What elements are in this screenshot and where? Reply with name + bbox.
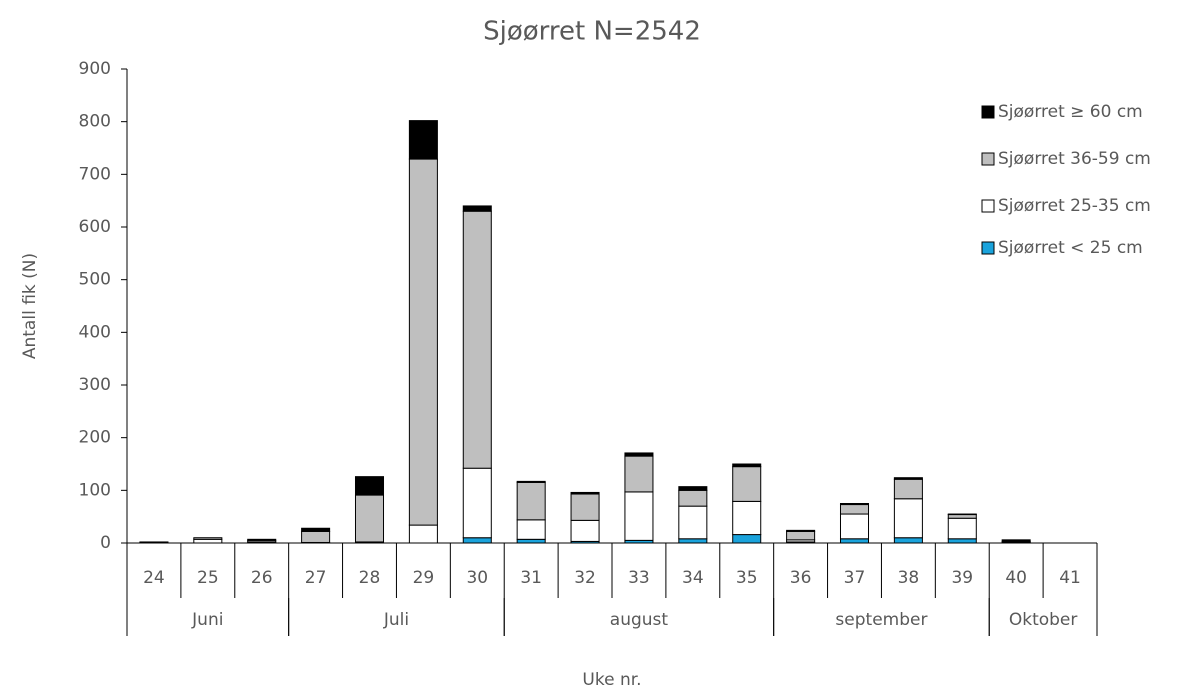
y-tick-label: 200 bbox=[79, 428, 111, 448]
x-tick-label: 27 bbox=[305, 568, 327, 588]
bar bbox=[516, 519, 546, 540]
y-tick-label: 500 bbox=[79, 270, 111, 290]
y-tick-label: 600 bbox=[79, 217, 111, 237]
x-tick-label: 28 bbox=[359, 568, 381, 588]
bar bbox=[732, 466, 762, 502]
legend-label: Sjøørret 25-35 cm bbox=[998, 196, 1151, 216]
bar bbox=[786, 529, 816, 532]
bar bbox=[462, 205, 492, 212]
bar bbox=[462, 210, 492, 469]
bar bbox=[354, 494, 385, 543]
bar bbox=[462, 467, 492, 539]
x-tick-label: 36 bbox=[790, 568, 812, 588]
bar bbox=[839, 538, 870, 544]
bar bbox=[354, 476, 385, 496]
bar bbox=[1001, 539, 1031, 542]
bar bbox=[893, 537, 923, 544]
bar bbox=[408, 524, 438, 544]
bar bbox=[839, 513, 870, 540]
bar bbox=[516, 481, 546, 521]
bar bbox=[893, 478, 923, 500]
legend-swatch bbox=[981, 199, 995, 213]
chart-title: Sjøørret N=2542 bbox=[483, 17, 701, 47]
x-tick-label: 26 bbox=[251, 568, 273, 588]
bar bbox=[301, 530, 331, 543]
group-label: august bbox=[610, 610, 669, 630]
bar bbox=[624, 491, 654, 541]
bar bbox=[732, 463, 762, 468]
y-tick-label: 400 bbox=[79, 322, 111, 342]
x-tick-label: 41 bbox=[1059, 568, 1081, 588]
bar bbox=[139, 541, 169, 543]
y-tick-label: 300 bbox=[79, 375, 111, 395]
group-label: Juli bbox=[383, 610, 409, 630]
y-axis-label: Antall fik (N) bbox=[20, 253, 40, 359]
bar bbox=[570, 493, 600, 521]
bar bbox=[678, 489, 708, 507]
x-axis-label: Uke nr. bbox=[582, 670, 641, 690]
bar bbox=[462, 537, 492, 544]
y-tick-label: 100 bbox=[79, 480, 111, 500]
group-label: Juni bbox=[191, 610, 223, 630]
x-tick-label: 31 bbox=[520, 568, 542, 588]
bar bbox=[301, 527, 331, 532]
legend-label: Sjøørret ≥ 60 cm bbox=[998, 102, 1143, 122]
x-tick-label: 24 bbox=[143, 568, 165, 588]
y-tick-label: 800 bbox=[79, 112, 111, 132]
x-tick-label: 39 bbox=[951, 568, 973, 588]
bar bbox=[786, 530, 816, 541]
bar bbox=[839, 504, 870, 515]
x-tick-label: 32 bbox=[574, 568, 596, 588]
legend-swatch bbox=[981, 241, 995, 255]
bar bbox=[516, 480, 546, 483]
y-tick-label: 900 bbox=[79, 59, 111, 79]
x-tick-label: 38 bbox=[898, 568, 920, 588]
legend-label: Sjøørret 36-59 cm bbox=[998, 149, 1151, 169]
bar bbox=[516, 538, 546, 544]
y-tick-label: 0 bbox=[100, 533, 111, 553]
legend-swatch bbox=[981, 105, 995, 119]
bar bbox=[624, 455, 654, 493]
bar bbox=[408, 120, 438, 160]
bar bbox=[947, 517, 977, 540]
bar bbox=[947, 513, 977, 516]
bar bbox=[678, 505, 708, 540]
x-tick-label: 30 bbox=[466, 568, 488, 588]
x-tick-label: 25 bbox=[197, 568, 219, 588]
bar bbox=[624, 452, 654, 457]
group-label: september bbox=[835, 610, 927, 630]
x-tick-label: 33 bbox=[628, 568, 650, 588]
bar bbox=[839, 503, 870, 506]
bar bbox=[947, 514, 977, 519]
group-label: Oktober bbox=[1009, 610, 1078, 630]
bar bbox=[947, 538, 977, 544]
bar bbox=[893, 498, 923, 539]
bar bbox=[570, 519, 600, 542]
x-tick-label: 40 bbox=[1005, 568, 1027, 588]
x-tick-label: 35 bbox=[736, 568, 758, 588]
x-tick-label: 34 bbox=[682, 568, 704, 588]
y-tick-label: 700 bbox=[79, 164, 111, 184]
x-tick-label: 29 bbox=[413, 568, 435, 588]
bar bbox=[732, 534, 762, 544]
bar bbox=[678, 486, 708, 491]
bar bbox=[732, 500, 762, 536]
legend-swatch bbox=[981, 152, 995, 166]
bar bbox=[570, 491, 600, 495]
bar bbox=[193, 537, 223, 540]
bar bbox=[408, 158, 438, 526]
bar bbox=[193, 538, 223, 544]
bar bbox=[247, 538, 277, 541]
bar bbox=[678, 538, 708, 544]
x-tick-label: 37 bbox=[844, 568, 866, 588]
bar bbox=[893, 477, 923, 480]
legend-label: Sjøørret < 25 cm bbox=[998, 238, 1143, 258]
